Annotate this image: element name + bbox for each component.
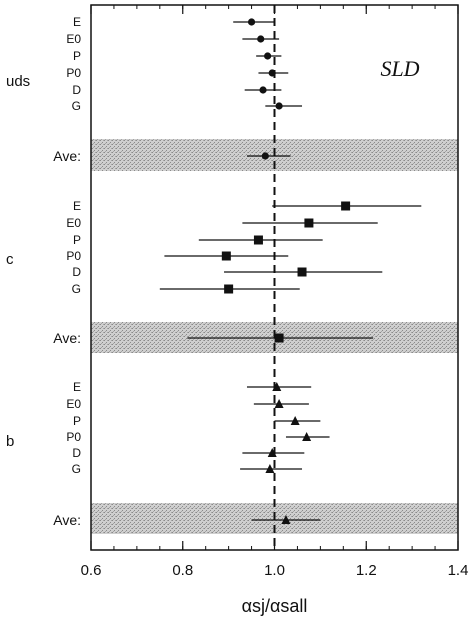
ave-label-uds: Ave: xyxy=(53,148,81,164)
point-c-p0-marker xyxy=(221,251,231,261)
point-uds-e0-marker xyxy=(257,35,265,43)
x-tick-label: 1.2 xyxy=(356,562,377,579)
row-label-uds-p: P xyxy=(73,49,81,63)
row-label-b-g: G xyxy=(72,462,81,476)
x-tick-label: 0.6 xyxy=(81,562,102,579)
point-b-g-marker xyxy=(265,464,275,473)
point-c-g-marker xyxy=(224,284,234,294)
point-b-ave-marker xyxy=(281,515,291,524)
group-label-b: b xyxy=(6,433,14,450)
x-tick-label: 1.4 xyxy=(448,562,469,579)
row-label-c-e: E xyxy=(73,199,81,213)
row-label-uds-g: G xyxy=(72,99,81,113)
row-labels: udsAve:EE0PP0DGcAve:EE0PP0DGbAve:EE0PP0D… xyxy=(6,15,81,528)
ave-label-b: Ave: xyxy=(53,512,81,528)
x-tick-label: 1.0 xyxy=(264,562,285,579)
point-uds-ave-marker xyxy=(261,152,269,160)
point-c-e0-marker xyxy=(304,218,314,228)
row-label-b-e0: E0 xyxy=(66,397,81,411)
point-uds-p0-marker xyxy=(268,69,276,77)
data-marks xyxy=(159,18,422,524)
row-label-uds-e: E xyxy=(73,15,81,29)
row-label-b-e: E xyxy=(73,380,81,394)
point-uds-e-marker xyxy=(247,18,256,26)
point-b-e0-marker xyxy=(274,399,284,408)
row-label-c-g: G xyxy=(72,282,81,296)
point-c-d-marker xyxy=(297,267,307,277)
point-b-p-marker xyxy=(290,416,300,425)
point-uds-p-marker xyxy=(264,52,272,60)
row-label-c-e0: E0 xyxy=(66,216,81,230)
point-uds-g-marker xyxy=(275,102,283,110)
point-b-e-marker xyxy=(272,382,282,391)
row-label-uds-e0: E0 xyxy=(66,32,81,46)
experiment-label: SLD xyxy=(380,56,419,81)
row-label-b-p0: P0 xyxy=(66,430,81,444)
row-label-uds-p0: P0 xyxy=(66,66,81,80)
row-label-b-d: D xyxy=(72,446,81,460)
point-uds-d-marker xyxy=(259,86,267,94)
point-c-e-marker xyxy=(341,201,351,211)
point-c-p-marker xyxy=(253,235,263,245)
row-label-c-d: D xyxy=(72,265,81,279)
point-c-ave-marker xyxy=(274,333,284,343)
row-label-c-p: P xyxy=(73,233,81,247)
point-b-p0-marker xyxy=(302,432,312,441)
group-label-c: c xyxy=(6,251,14,268)
ave-label-c: Ave: xyxy=(53,330,81,346)
x-axis-title: αsj/αsall xyxy=(242,596,308,616)
group-label-uds: uds xyxy=(6,73,30,90)
plot-frame xyxy=(90,4,459,551)
row-label-uds-d: D xyxy=(72,83,81,97)
x-tick-label: 0.8 xyxy=(172,562,193,579)
point-b-d-marker xyxy=(267,448,277,457)
row-label-c-p0: P0 xyxy=(66,249,81,263)
row-label-b-p: P xyxy=(73,414,81,428)
